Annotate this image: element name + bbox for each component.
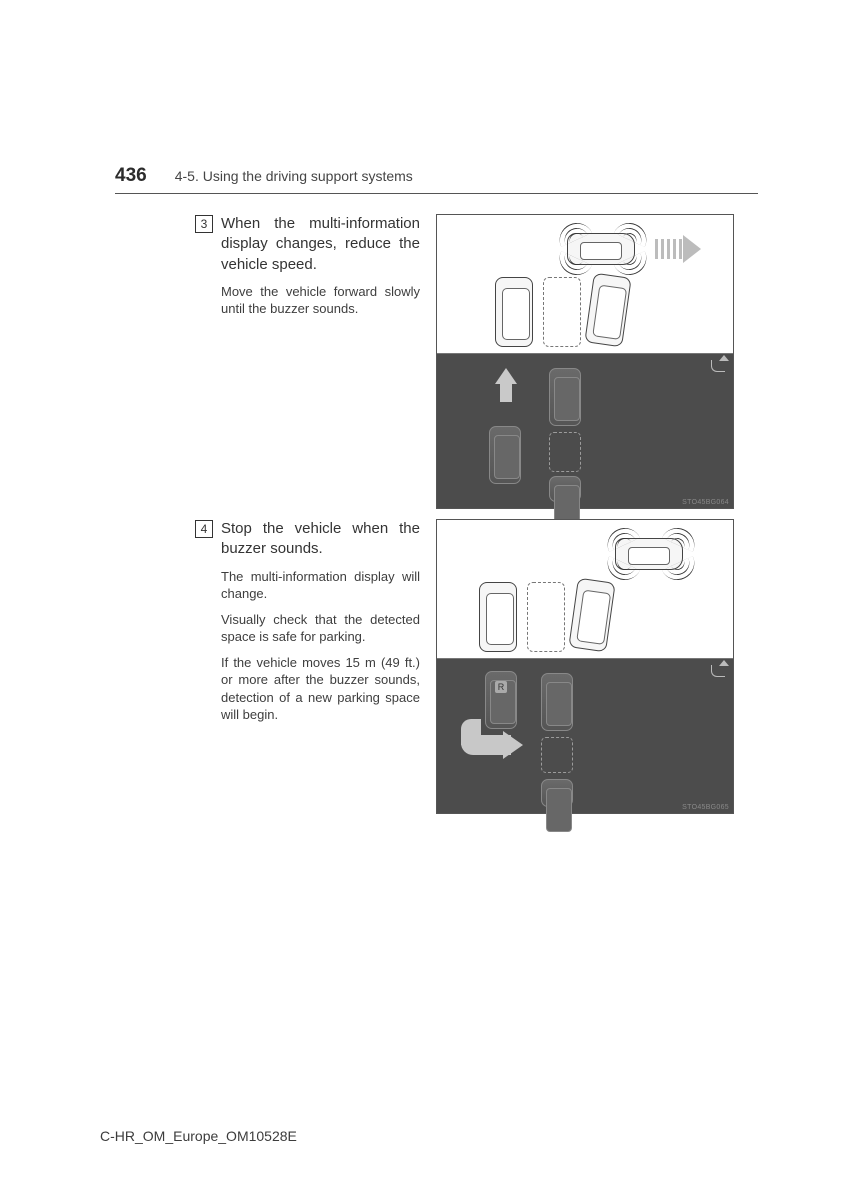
parked-car-icon bbox=[479, 582, 517, 652]
step-4: 4 Stop the vehicle when the buzzer sound… bbox=[195, 519, 758, 814]
content-area: 3 When the multi-information display cha… bbox=[115, 214, 758, 814]
parked-car-icon bbox=[568, 578, 615, 653]
page-number: 436 bbox=[115, 165, 147, 187]
step-figure-column: STO45BG064 bbox=[436, 214, 734, 509]
step-figure-column: R STO45BG065 bbox=[436, 519, 734, 814]
step-body-line: Move the vehicle forward slowly until th… bbox=[221, 283, 420, 318]
step-text-column: 3 When the multi-information display cha… bbox=[195, 214, 420, 509]
parking-slot-icon bbox=[543, 277, 581, 347]
parked-car-dark-icon bbox=[549, 476, 581, 502]
parking-slot-dark-icon bbox=[541, 737, 573, 773]
step-title: Stop the vehicle when the buzzer sounds. bbox=[221, 519, 420, 560]
return-icon bbox=[711, 665, 725, 677]
figure-code: STO45BG064 bbox=[682, 499, 729, 506]
return-icon bbox=[711, 360, 725, 372]
figure-code: STO45BG065 bbox=[682, 804, 729, 811]
parking-slot-icon bbox=[527, 582, 565, 652]
step-text-block: When the multi-information display chang… bbox=[221, 214, 420, 326]
diagram-plan-view bbox=[437, 520, 733, 658]
parked-car-icon bbox=[495, 277, 533, 347]
multi-info-display: R bbox=[437, 658, 733, 813]
own-car-dark-icon bbox=[489, 426, 521, 484]
step-text-block: Stop the vehicle when the buzzer sounds.… bbox=[221, 519, 420, 732]
step-body-line: If the vehicle moves 15 m (49 ft.) or mo… bbox=[221, 654, 420, 724]
step-body: Move the vehicle forward slowly until th… bbox=[221, 283, 420, 318]
diagram-plan-view bbox=[437, 215, 733, 353]
parked-car-dark-icon bbox=[541, 779, 573, 807]
step-header-row: 4 Stop the vehicle when the buzzer sound… bbox=[195, 519, 420, 732]
parked-car-dark-icon bbox=[541, 673, 573, 731]
parking-slot-dark-icon bbox=[549, 432, 581, 472]
figure-3: STO45BG064 bbox=[436, 214, 734, 509]
parked-car-icon bbox=[584, 273, 631, 348]
step-body: The multi-information display will chang… bbox=[221, 568, 420, 724]
forward-arrow-icon bbox=[683, 235, 701, 263]
step-number-badge: 3 bbox=[195, 215, 213, 233]
document-footer: C-HR_OM_Europe_OM10528E bbox=[100, 1128, 297, 1144]
reverse-badge: R bbox=[495, 681, 507, 693]
step-text-column: 4 Stop the vehicle when the buzzer sound… bbox=[195, 519, 420, 814]
manual-page: 436 4-5. Using the driving support syste… bbox=[0, 0, 848, 814]
page-header: 436 4-5. Using the driving support syste… bbox=[115, 165, 758, 194]
multi-info-display bbox=[437, 353, 733, 508]
section-title: 4-5. Using the driving support systems bbox=[175, 168, 413, 184]
up-arrow-icon bbox=[495, 368, 517, 384]
step-body-line: The multi-information display will chang… bbox=[221, 568, 420, 603]
step-header-row: 3 When the multi-information display cha… bbox=[195, 214, 420, 326]
step-body-line: Visually check that the detected space i… bbox=[221, 611, 420, 646]
figure-4: R STO45BG065 bbox=[436, 519, 734, 814]
own-car-dark-icon bbox=[485, 671, 517, 729]
step-title: When the multi-information display chang… bbox=[221, 214, 420, 275]
parked-car-dark-icon bbox=[549, 368, 581, 426]
reverse-path-arrow-icon bbox=[503, 731, 523, 759]
step-3: 3 When the multi-information display cha… bbox=[195, 214, 758, 509]
step-number-badge: 4 bbox=[195, 520, 213, 538]
